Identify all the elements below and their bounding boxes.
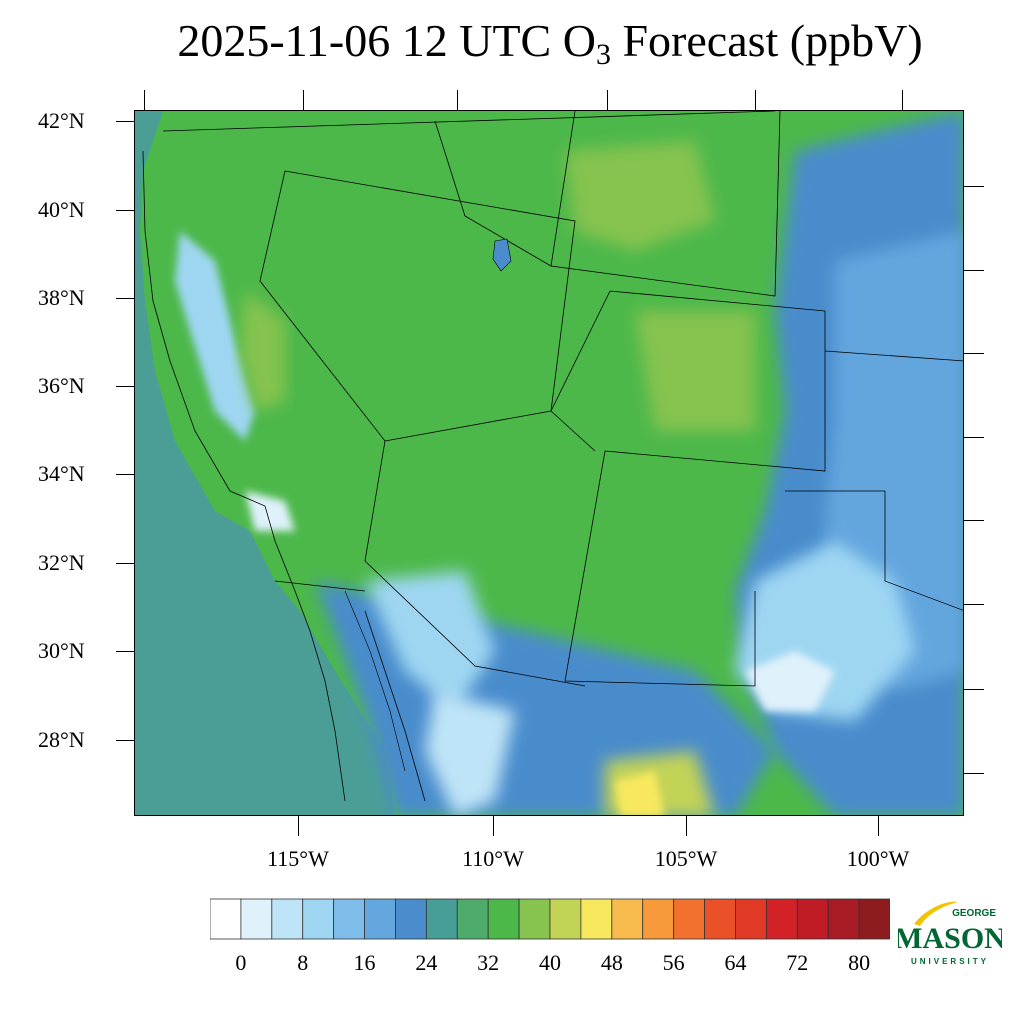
colorbar-swatch [302, 898, 335, 940]
colorbar-swatch [425, 898, 458, 940]
lat-label-42: 42°N [38, 108, 85, 133]
lat-label-34: 34°N [38, 461, 85, 486]
lon-tick [686, 816, 687, 836]
lon-tick [878, 816, 879, 836]
map-panel [134, 110, 964, 816]
top-tick [303, 90, 304, 110]
great-salt-lake [492, 238, 512, 272]
colorbar-swatch [611, 898, 644, 940]
colorbar-tick-label: 8 [297, 950, 309, 975]
title-prefix: 2025-11-06 12 UTC O [177, 15, 596, 66]
right-tick [964, 604, 984, 605]
colorbar-swatch [549, 898, 582, 940]
colorbar-tick-label: 64 [724, 950, 747, 975]
colorbar-swatch [765, 898, 798, 940]
mexico-west-coast [344, 590, 406, 772]
logo-george: GEORGE [952, 908, 996, 919]
mexico-peak-region [615, 771, 665, 815]
state-borders [162, 111, 963, 687]
colorbar-tick-label: 16 [353, 950, 376, 975]
colorbar-swatch [580, 898, 613, 940]
colorado-high-region [635, 311, 755, 431]
colorbar-tick-label: 0 [235, 950, 247, 975]
ozone-field-map [135, 111, 963, 815]
colorbar-tick-label: 48 [600, 950, 623, 975]
central-valley-region [175, 231, 255, 441]
nevada-high-region [240, 291, 285, 411]
lon-tick [298, 816, 299, 836]
lat-tick [116, 298, 134, 299]
colorbar-tick-label: 24 [415, 950, 438, 975]
colorbar-swatch [858, 898, 890, 940]
colorbar-swatch [673, 898, 705, 940]
texas-white-streak [745, 651, 835, 711]
right-tick [964, 186, 984, 187]
top-tick [902, 90, 903, 110]
right-tick [964, 437, 984, 438]
colorbar-swatch [210, 898, 242, 940]
colorbar-swatch [487, 898, 520, 940]
top-tick [144, 90, 145, 110]
lat-tick [116, 651, 134, 652]
colorbar [210, 898, 890, 940]
colorbar-swatch [735, 898, 767, 940]
colorbar-swatch [456, 898, 489, 940]
right-tick [964, 270, 984, 271]
colorbar-swatch [518, 898, 551, 940]
top-tick [755, 90, 756, 110]
wyoming-high-region [565, 141, 715, 251]
top-tick [457, 90, 458, 110]
logo-mason: MASON [898, 922, 1002, 955]
colorbar-tick-label: 40 [539, 950, 561, 975]
right-tick [964, 520, 984, 521]
gulf-california-coast [364, 610, 426, 802]
map-title: 2025-11-06 12 UTC O3 Forecast (ppbV) [0, 14, 1024, 70]
colorbar-tick-label: 32 [477, 950, 500, 975]
coastline [142, 150, 346, 802]
top-tick [607, 90, 608, 110]
colorbar-swatch [796, 898, 829, 940]
gmu-logo: GEORGE MASON UNIVERSITY [898, 901, 1002, 966]
lat-label-36: 36°N [38, 373, 85, 398]
colorbar-swatch [333, 898, 365, 940]
colorbar-swatch [704, 898, 736, 940]
logo-swoosh [914, 901, 958, 926]
lat-tick [116, 740, 134, 741]
colorbar-swatch [271, 898, 304, 940]
lat-tick [116, 121, 134, 122]
colorbar-swatch [642, 898, 675, 940]
lat-label-32: 32°N [38, 550, 85, 575]
lat-label-38: 38°N [38, 285, 85, 310]
lat-tick [116, 563, 134, 564]
mexico-light-streak-2 [425, 691, 515, 815]
lat-label-28: 28°N [38, 727, 85, 752]
logo-university: UNIVERSITY [911, 957, 989, 966]
lon-label-110: 110°W [462, 846, 524, 871]
title-subscript: 3 [595, 38, 611, 71]
title-suffix: Forecast (ppbV) [610, 15, 923, 66]
socal-light-region [245, 491, 295, 531]
mexico-light-streak [365, 571, 495, 711]
colorbar-swatch [364, 898, 396, 940]
right-tick [964, 773, 984, 774]
lon-label-115: 115°W [267, 846, 329, 871]
colorbar-swatch [827, 898, 860, 940]
lon-label-100: 100°W [846, 846, 910, 871]
colorbar-swatch [395, 898, 427, 940]
colorbar-swatch [240, 898, 273, 940]
colorbar-tick-label: 72 [786, 950, 809, 975]
colorbar-tick-label: 56 [662, 950, 685, 975]
lat-tick [116, 386, 134, 387]
right-tick [964, 353, 984, 354]
lat-label-30: 30°N [38, 638, 85, 663]
colorbar-tick-label: 80 [848, 950, 871, 975]
lon-tick [493, 816, 494, 836]
lat-tick [116, 210, 134, 211]
right-tick [964, 689, 984, 690]
lon-label-105: 105°W [654, 846, 718, 871]
lat-tick [116, 474, 134, 475]
lat-label-40: 40°N [38, 197, 85, 222]
